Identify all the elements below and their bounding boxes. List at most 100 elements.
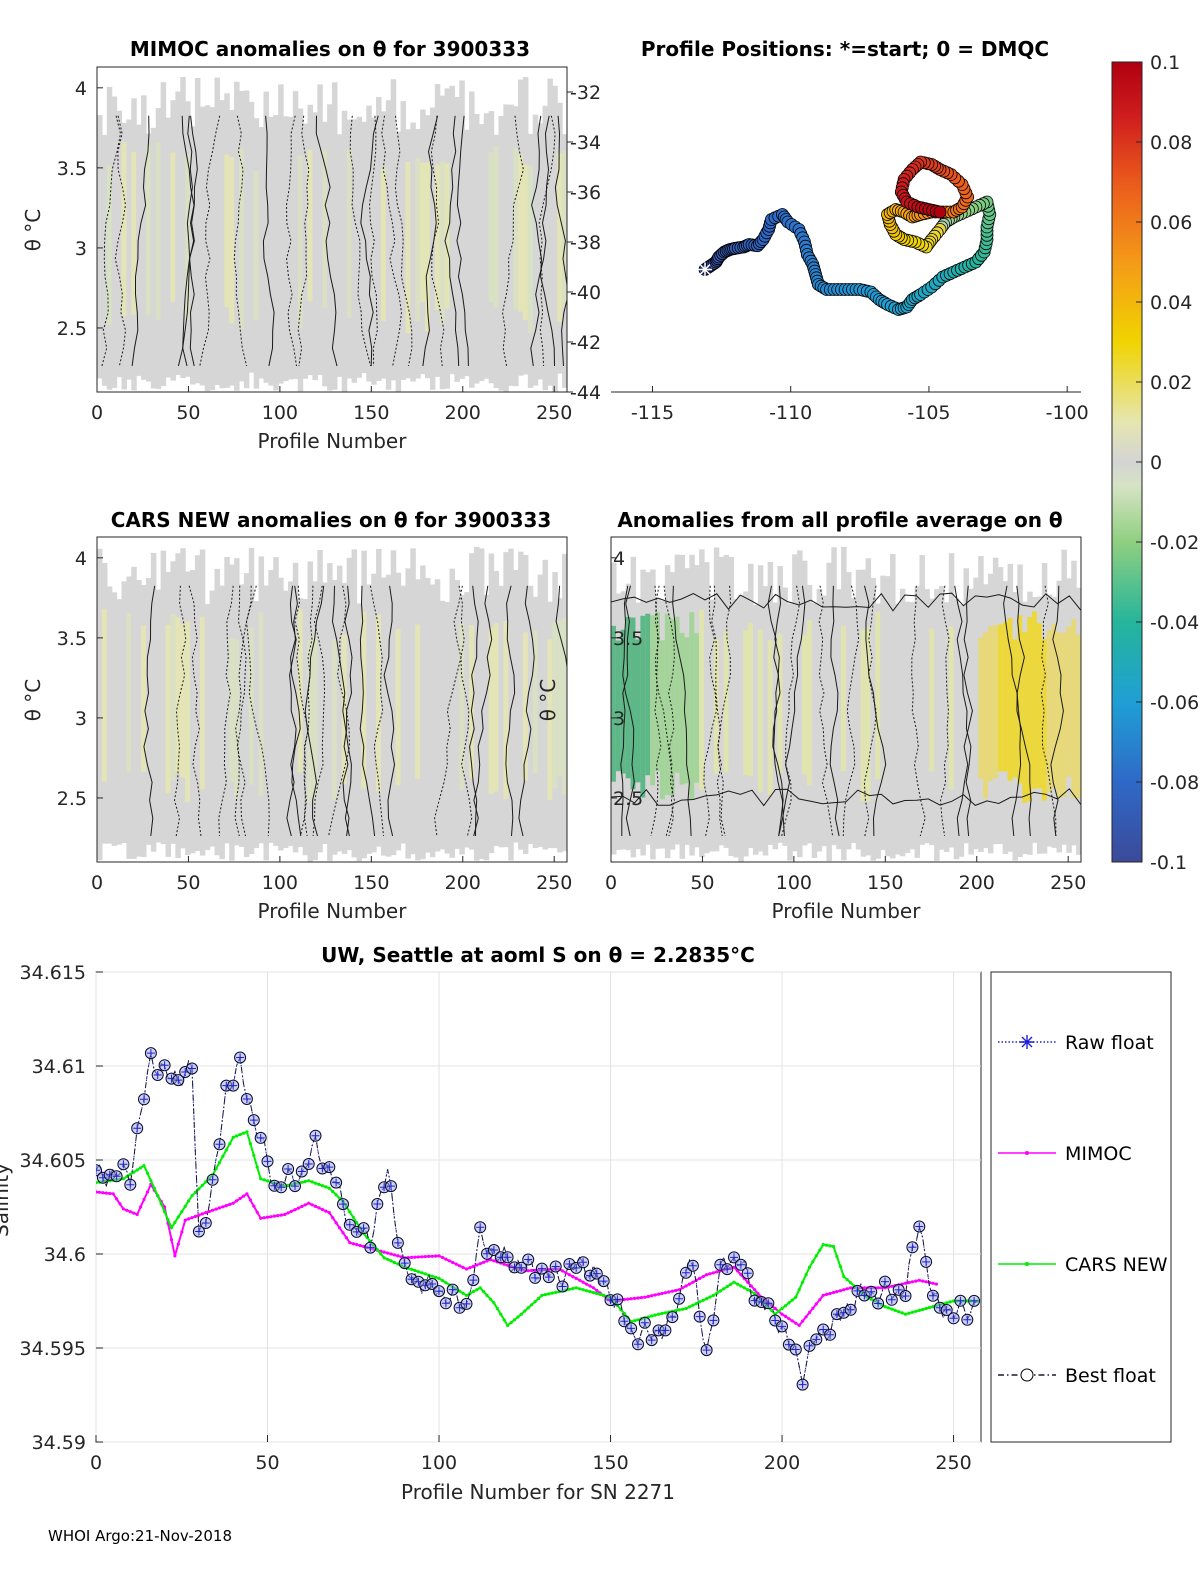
y-tick-label: -34 [570,132,601,154]
y-tick-label: 3 [75,708,87,730]
cars-point [588,1290,592,1294]
mimoc-point [262,1216,266,1220]
field-column [855,569,862,850]
allavg-xlabel: Profile Number [772,899,922,923]
mimoc-point [560,1269,565,1273]
field-anomaly-cell [1066,626,1072,777]
field-column [141,95,147,380]
field-anomaly-cell [522,164,529,321]
cars-point [886,1306,891,1310]
field-contour [1003,585,1022,837]
cars-point [694,1302,698,1306]
field-anomaly-cell [1041,639,1048,801]
field-contour [711,585,726,837]
field-anomaly-cell [106,165,113,326]
cars-point [952,1299,956,1303]
raw-star-marker [215,1140,224,1149]
mimoc-point [115,1197,119,1201]
cars-point [488,1297,493,1301]
cars-point [783,1304,788,1308]
field-contour [188,585,202,837]
field-anomaly-cell [679,632,686,785]
cars-point [698,1300,702,1304]
raw-star-marker [716,1260,725,1269]
x-tick-label: -105 [907,402,950,424]
field-column [361,121,367,374]
x-tick-label: 200 [959,872,995,894]
raw-star-marker [476,1223,485,1232]
mimoc-point [307,1201,311,1205]
cars-point [677,1308,681,1312]
cars-point [420,1271,424,1275]
field-column [341,110,348,392]
allavg-anomaly-field [611,537,1081,862]
mimoc-point [337,1226,342,1230]
field-anomaly-cell [420,162,426,302]
mimoc-point [231,1201,235,1205]
mimoc-point [862,1286,867,1290]
mimoc-point [241,1194,246,1198]
field-column [268,570,274,843]
cars-point [197,1187,201,1191]
mimoc-point [464,1267,469,1271]
cars-point [780,1306,784,1311]
raw-star-marker [428,1280,437,1288]
field-anomaly-cell [1061,632,1067,798]
cars-point [334,1193,338,1197]
field-anomaly-cell [987,626,994,782]
cars-point [636,1318,640,1322]
mimoc-point [482,1260,486,1264]
field-anomaly-cell [757,629,764,793]
field-contour [331,585,352,837]
raw-star-marker [730,1253,738,1262]
field-column [273,115,279,391]
cars-point [746,1288,750,1292]
field-anomaly-cell [527,165,534,333]
field-column [312,112,318,381]
field-column [224,556,230,844]
field-column [899,588,906,857]
raw-star-marker [387,1182,395,1191]
field-anomaly-cell [777,633,783,774]
field-contour [518,585,535,837]
field-column [336,134,343,377]
raw-star-marker [393,1238,402,1247]
mimoc-point [471,1264,475,1268]
cars-point [831,1244,836,1249]
raw-star-marker [551,1262,560,1271]
field-column [278,577,284,851]
cars-point [176,1215,180,1219]
mimoc-point [468,1266,472,1270]
field-column [410,122,416,382]
cars-point [135,1168,139,1172]
cars-point [660,1311,664,1316]
field-anomaly-cell [865,626,872,802]
cars-point [303,1179,307,1184]
field-anomaly-cell [444,163,451,309]
raw-star-marker [627,1324,636,1333]
field-column [366,105,372,382]
mimoc-point [670,1289,674,1293]
field-column [214,77,220,385]
cars-point [924,1306,928,1311]
field-anomaly-cell [552,622,558,789]
mimoc-point [564,1271,568,1275]
field-anomaly-cell [743,629,749,775]
field-column [327,563,333,861]
mimoc-point [221,1205,225,1209]
field-contour [177,115,198,367]
raw-star-marker [339,1200,347,1209]
field-anomaly-cell [992,625,999,779]
mimoc-point [684,1284,688,1288]
cars-point [790,1298,794,1302]
x-tick-label: -115 [631,402,674,424]
cars-point [807,1265,812,1269]
cars-point [554,1290,558,1294]
cars-point [485,1293,489,1297]
mimoc-point [351,1242,355,1246]
field-column [953,598,960,860]
legend-items: Raw float MIMOC CARS NEW Best float [998,1032,1168,1387]
field-contour [422,115,439,367]
mimoc-point [289,1209,294,1213]
raw-star-marker [236,1053,245,1062]
